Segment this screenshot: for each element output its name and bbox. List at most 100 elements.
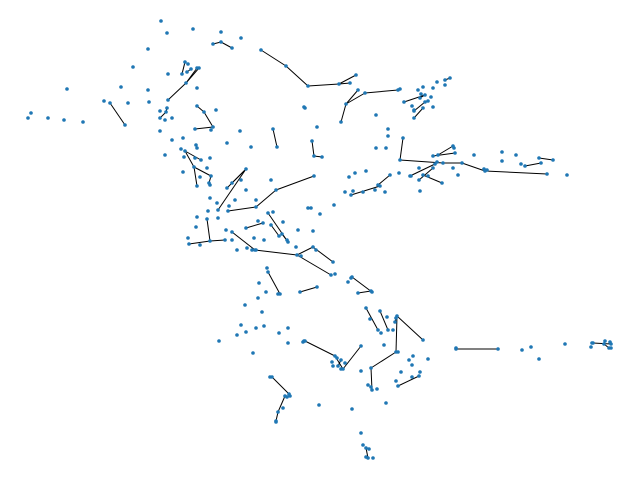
graph-node <box>394 379 398 383</box>
graph-edge <box>220 41 233 49</box>
graph-node <box>254 326 258 330</box>
graph-edge <box>188 240 211 245</box>
graph-node <box>165 106 169 110</box>
graph-node <box>230 46 234 50</box>
graph-node <box>431 154 435 158</box>
graph-node <box>483 169 487 173</box>
graph-node <box>407 358 411 362</box>
graph-node <box>166 72 170 76</box>
graph-node <box>418 96 422 100</box>
graph-node <box>329 273 333 277</box>
graph-node <box>514 153 518 157</box>
graph-node <box>311 245 315 249</box>
graph-edge <box>299 286 318 293</box>
graph-node <box>62 118 66 122</box>
graph-node <box>537 357 541 361</box>
graph-node <box>364 446 368 450</box>
graph-node <box>421 338 425 342</box>
graph-node <box>209 128 213 132</box>
graph-node <box>394 350 398 354</box>
graph-edge <box>272 128 278 148</box>
graph-node <box>537 156 541 160</box>
graph-node <box>170 116 174 120</box>
graph-node <box>206 209 210 213</box>
graph-node <box>436 153 440 157</box>
graph-node <box>320 155 324 159</box>
graph-node <box>443 83 447 87</box>
graph-node <box>602 342 606 346</box>
graph-edge <box>395 315 398 353</box>
graph-node <box>565 173 569 177</box>
graph-node <box>386 328 390 332</box>
graph-node <box>421 106 425 110</box>
graph-node <box>368 317 372 321</box>
graph-edge <box>357 290 372 294</box>
graph-edge <box>345 92 366 105</box>
graph-edge <box>437 145 454 156</box>
graph-edge <box>181 61 186 75</box>
graph-node <box>396 384 400 388</box>
graph-node <box>295 253 299 257</box>
graph-node <box>354 73 358 77</box>
graph-node <box>194 143 198 147</box>
graph-edge <box>379 310 389 331</box>
graph-node <box>353 171 357 175</box>
graph-node <box>336 364 340 368</box>
graph-node <box>250 248 254 252</box>
graph-node <box>440 181 444 185</box>
graph-node <box>195 184 199 188</box>
graph-node <box>126 101 130 105</box>
graph-node <box>309 206 313 210</box>
graph-node <box>435 80 439 84</box>
graph-node <box>419 92 423 96</box>
graph-node <box>374 113 378 117</box>
graph-node <box>349 193 353 197</box>
graph-edge <box>418 167 434 181</box>
graph-node <box>367 447 371 451</box>
graph-edge <box>167 82 187 101</box>
graph-node <box>211 125 215 129</box>
graph-node <box>423 100 427 104</box>
graph-node <box>341 367 345 371</box>
graph-node <box>180 72 184 76</box>
graph-edge <box>285 65 309 87</box>
graph-node <box>609 342 613 346</box>
graph-node <box>256 219 260 223</box>
graph-node <box>170 138 174 142</box>
graph-node <box>411 354 415 358</box>
graph-node <box>193 127 197 131</box>
graph-node <box>214 108 218 112</box>
graph-node <box>239 323 243 327</box>
graph-node <box>382 343 386 347</box>
graph-node <box>182 155 186 159</box>
graph-node <box>287 392 291 396</box>
graph-node <box>208 156 212 160</box>
graph-edge <box>307 83 340 87</box>
graph-node <box>363 91 367 95</box>
graph-node <box>410 363 414 367</box>
graph-node <box>330 360 334 364</box>
graph-node <box>29 111 33 115</box>
graph-node <box>254 205 258 209</box>
graph-node <box>274 419 278 423</box>
graph-edge <box>350 185 381 196</box>
graph-node <box>453 151 457 155</box>
graph-edge <box>399 137 404 161</box>
graph-node <box>318 212 322 216</box>
graph-node <box>460 161 464 165</box>
graph-node <box>346 280 350 284</box>
graph-node <box>131 65 135 69</box>
graph-edge <box>185 67 198 84</box>
graph-node <box>356 291 360 295</box>
graph-node <box>539 161 543 165</box>
graph-node <box>270 375 274 379</box>
graph-node <box>376 183 380 187</box>
graph-node <box>399 370 403 374</box>
graph-node <box>158 116 162 120</box>
graph-node <box>412 109 416 113</box>
graph-node <box>244 330 248 334</box>
graph-node <box>199 158 203 162</box>
graph-node <box>119 85 123 89</box>
graph-node <box>426 357 430 361</box>
graph-node <box>317 403 321 407</box>
